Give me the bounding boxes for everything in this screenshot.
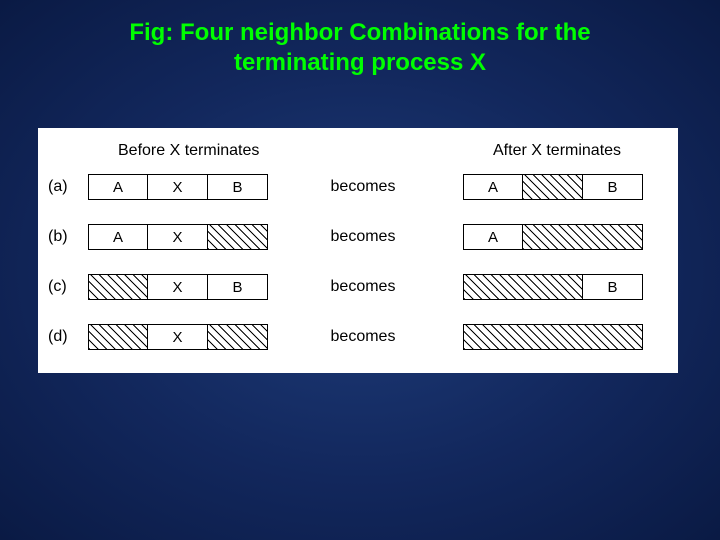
before-group-0-seg-2: B — [208, 174, 268, 200]
header-before: Before X terminates — [118, 142, 259, 160]
title-line-2: terminating process X — [234, 49, 486, 76]
before-group-1-seg-2 — [208, 224, 268, 250]
before-group-2-seg-0 — [88, 274, 148, 300]
after-group-3 — [463, 324, 643, 350]
before-group-1-seg-0: A — [88, 224, 148, 250]
figure-panel: Before X terminates After X terminates (… — [38, 128, 678, 373]
before-group-1: AX — [88, 224, 268, 250]
title-line-1: Fig: Four neighbor Combinations for the — [129, 19, 590, 46]
before-group-0-seg-0: A — [88, 174, 148, 200]
after-group-2: B — [463, 274, 643, 300]
slide-title: Fig: Four neighbor Combinations for the … — [0, 0, 720, 78]
before-group-2-seg-2: B — [208, 274, 268, 300]
before-group-2: XB — [88, 274, 268, 300]
after-group-3-seg-0 — [463, 324, 643, 350]
after-group-2-seg-1: B — [583, 274, 643, 300]
after-group-0-seg-1 — [523, 174, 583, 200]
after-group-0-seg-0: A — [463, 174, 523, 200]
row-label-1: (b) — [48, 228, 68, 246]
becomes-label-0: becomes — [318, 178, 408, 196]
before-group-0: AXB — [88, 174, 268, 200]
row-label-3: (d) — [48, 328, 68, 346]
after-group-0: AB — [463, 174, 643, 200]
before-group-3-seg-0 — [88, 324, 148, 350]
row-label-0: (a) — [48, 178, 68, 196]
after-group-1: A — [463, 224, 643, 250]
becomes-label-3: becomes — [318, 328, 408, 346]
after-group-0-seg-2: B — [583, 174, 643, 200]
becomes-label-2: becomes — [318, 278, 408, 296]
after-group-1-seg-0: A — [463, 224, 523, 250]
row-label-2: (c) — [48, 278, 67, 296]
header-after: After X terminates — [493, 142, 621, 160]
becomes-label-1: becomes — [318, 228, 408, 246]
before-group-0-seg-1: X — [148, 174, 208, 200]
before-group-3-seg-1: X — [148, 324, 208, 350]
before-group-3: X — [88, 324, 268, 350]
after-group-1-seg-1 — [523, 224, 643, 250]
after-group-2-seg-0 — [463, 274, 583, 300]
before-group-3-seg-2 — [208, 324, 268, 350]
before-group-2-seg-1: X — [148, 274, 208, 300]
before-group-1-seg-1: X — [148, 224, 208, 250]
